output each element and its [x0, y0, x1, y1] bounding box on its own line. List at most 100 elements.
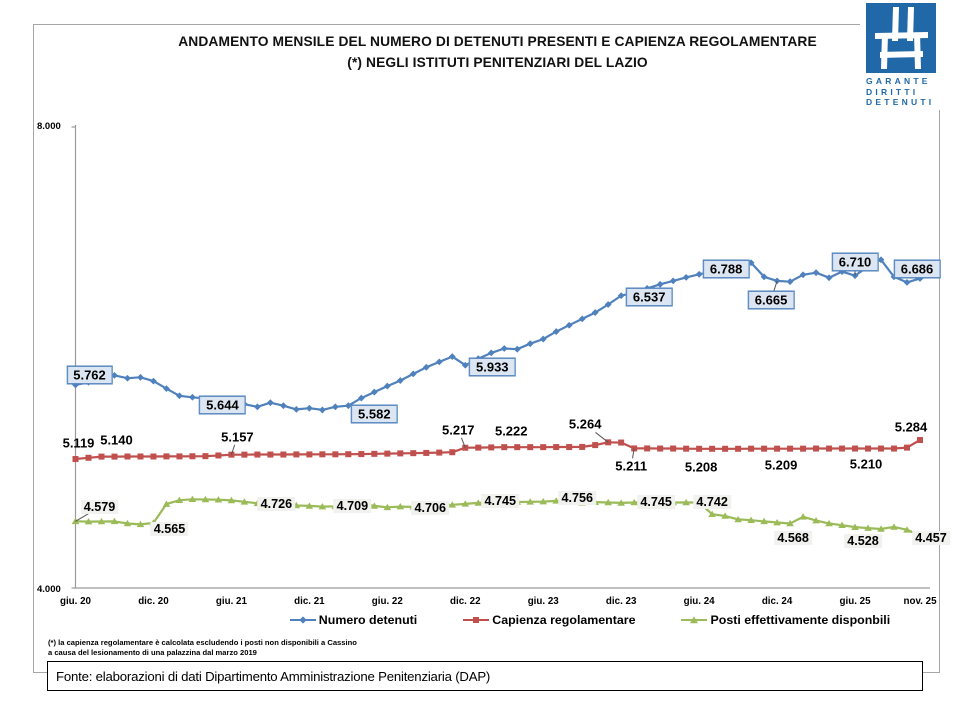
marker-triangle — [123, 519, 132, 527]
marker-triangle — [877, 525, 885, 532]
x-axis-tick-label: dic. 23 — [605, 596, 637, 607]
marker-triangle — [773, 518, 781, 526]
marker-diamond — [513, 345, 521, 353]
marker-triangle — [175, 496, 184, 503]
marker-diamond — [409, 370, 417, 378]
marker-triangle — [396, 503, 405, 510]
marker-square — [826, 445, 833, 452]
marker-diamond — [124, 374, 131, 382]
data-label: 4.568 — [774, 530, 812, 545]
marker-triangle — [370, 502, 379, 509]
marker-triangle — [305, 502, 314, 509]
label-leader-line — [230, 444, 236, 455]
data-label: 4.745 — [481, 494, 520, 509]
marker-square — [280, 451, 287, 458]
marker-triangle — [799, 513, 807, 520]
marker-square — [293, 451, 300, 458]
marker-square — [748, 445, 755, 452]
data-label: 5.644 — [199, 395, 246, 415]
data-label: 4.745 — [637, 495, 675, 510]
x-axis-tick-label: giu. 20 — [59, 596, 92, 607]
legend-item: Numero detenuti — [289, 613, 418, 627]
marker-diamond — [383, 382, 391, 390]
data-label: 6.537 — [625, 287, 673, 307]
chart-title: ANDAMENTO MENSILE DEL NUMERO DI DETENUTI… — [120, 31, 875, 73]
marker-diamond — [292, 405, 300, 413]
chart-legend: Numero detenuti Capienza regolamentare Pos… — [250, 613, 930, 627]
legend-marker-square-icon — [463, 617, 490, 623]
marker-triangle — [84, 518, 93, 525]
marker-square — [722, 445, 729, 452]
garante-logo: GARANTE DIRITTI DETENUTI — [866, 3, 938, 108]
marker-square — [176, 453, 183, 460]
marker-diamond — [72, 381, 79, 389]
chart-title-line2: (*) NEGLI ISTITUTI PENITENZIARI DEL LAZI… — [347, 55, 648, 70]
legend-marker-diamond-icon — [289, 616, 316, 624]
data-label: 6.665 — [747, 290, 795, 310]
label-leader-line — [632, 448, 635, 459]
garante-logo-icon — [866, 3, 936, 73]
y-axis-max-label: 8.000 — [37, 121, 61, 132]
data-label: 4.579 — [80, 500, 119, 515]
frame-top — [33, 24, 860, 25]
x-axis-tick-label: dic. 21 — [294, 596, 325, 607]
marker-square — [566, 444, 573, 451]
marker-square — [579, 443, 586, 450]
frame-right — [939, 110, 940, 673]
marker-square — [657, 445, 664, 452]
data-label: 5.157 — [221, 429, 254, 445]
marker-square — [215, 452, 222, 459]
marker-triangle — [240, 498, 249, 505]
marker-diamond — [552, 328, 560, 335]
source-text: Fonte: elaborazioni di dati Dipartimento… — [56, 668, 491, 684]
marker-diamond — [253, 403, 261, 411]
data-label: 5.119 — [62, 435, 95, 451]
marker-triangle — [552, 497, 561, 504]
marker-square — [852, 445, 859, 452]
label-leader-line — [460, 437, 466, 448]
marker-square — [904, 444, 911, 451]
marker-diamond — [500, 345, 508, 352]
marker-square — [241, 451, 248, 458]
marker-triangle — [890, 523, 898, 530]
marker-triangle — [461, 500, 470, 507]
marker-square — [774, 445, 781, 452]
marker-triangle — [734, 515, 742, 523]
source-box: Fonte: elaborazioni di dati Dipartimento… — [47, 661, 923, 691]
marker-square — [917, 437, 923, 444]
marker-diamond — [357, 394, 365, 402]
marker-diamond — [565, 321, 573, 329]
label-leader-line — [75, 513, 89, 522]
chart-title-line1: ANDAMENTO MENSILE DEL NUMERO DI DETENUTI… — [178, 34, 817, 49]
marker-diamond — [370, 388, 378, 396]
marker-square — [475, 444, 482, 451]
garante-logo-text: GARANTE DIRITTI DETENUTI — [866, 76, 938, 108]
marker-square — [319, 451, 326, 458]
marker-diamond — [799, 271, 807, 279]
marker-square — [137, 453, 144, 460]
legend-label: Capienza regolamentare — [492, 613, 636, 627]
marker-triangle — [604, 498, 612, 506]
marker-triangle — [214, 496, 223, 503]
marker-triangle — [201, 495, 210, 503]
marker-square — [423, 449, 430, 456]
marker-triangle — [721, 512, 729, 519]
marker-triangle — [136, 520, 145, 528]
prison-bars-glyph — [875, 7, 928, 69]
marker-triangle — [110, 517, 119, 525]
marker-triangle — [747, 516, 755, 524]
x-axis-tick-label: giu. 21 — [215, 596, 247, 607]
marker-triangle — [838, 521, 846, 528]
y-axis-min-label: 4.000 — [37, 584, 61, 595]
data-label: 5.211 — [615, 458, 648, 474]
marker-triangle — [903, 526, 911, 533]
marker-square — [397, 450, 404, 457]
marker-diamond — [396, 377, 404, 384]
marker-diamond — [461, 361, 469, 369]
legend-label: Numero detenuti — [318, 613, 418, 627]
marker-triangle — [539, 497, 548, 505]
marker-diamond — [604, 301, 612, 308]
marker-square — [410, 450, 417, 457]
marker-diamond — [903, 278, 911, 286]
